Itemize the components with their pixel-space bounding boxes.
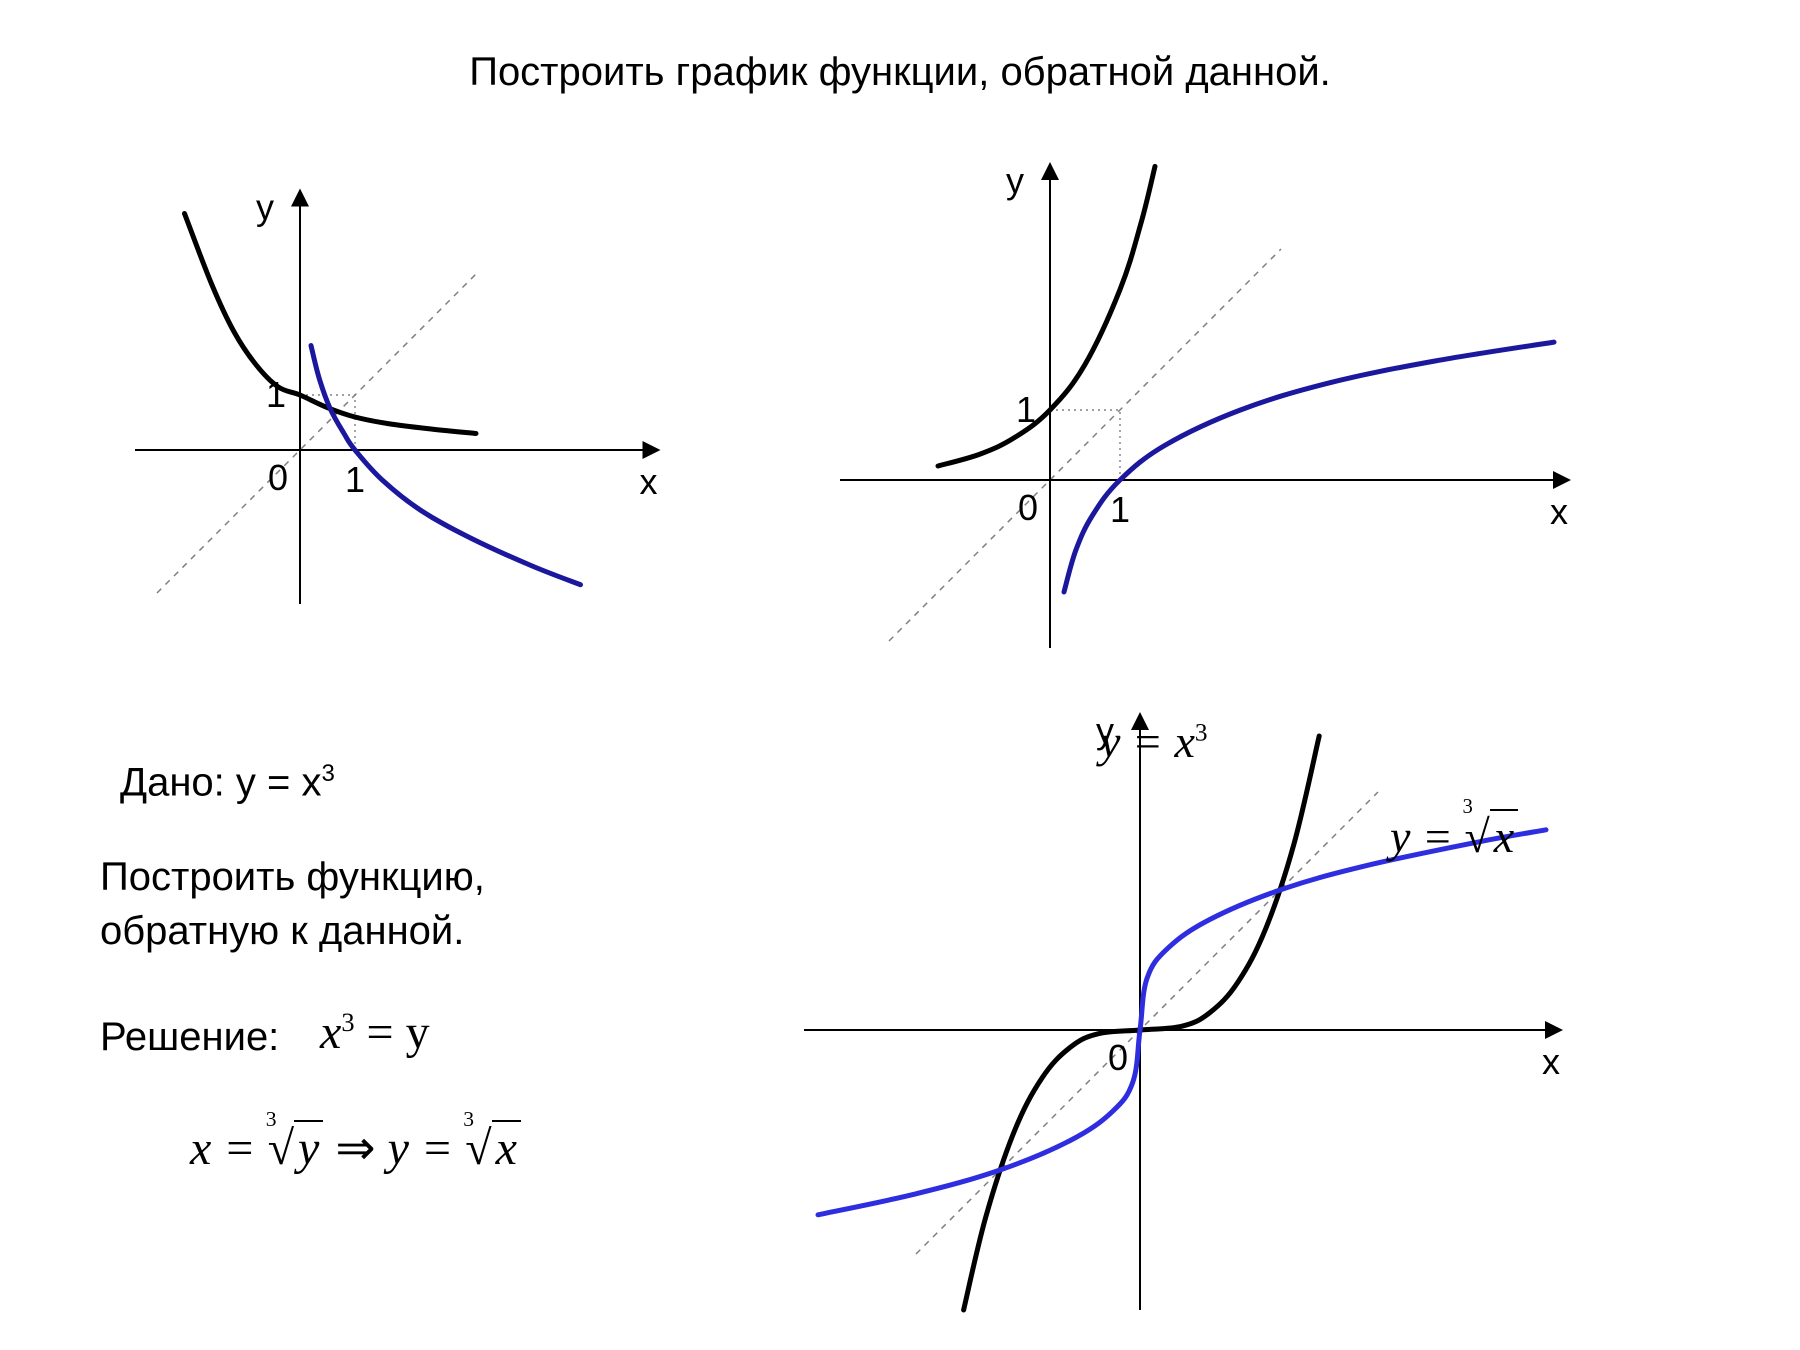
given-exp: 3 xyxy=(321,760,334,787)
task-line-1: Построить функцию, xyxy=(100,850,485,904)
svg-text:y: y xyxy=(256,187,274,228)
svg-text:0: 0 xyxy=(268,457,288,498)
page: Построить график функции, обратной данно… xyxy=(0,0,1800,1350)
svg-text:x: x xyxy=(640,461,658,502)
chart-top-right: xy011 xyxy=(780,150,1600,680)
label-y-eq-cuberoot-x: y = 3 √x xyxy=(1390,810,1518,863)
svg-text:1: 1 xyxy=(345,459,365,500)
equation-1: x3 = y xyxy=(320,1005,430,1060)
task-line-2: обратную к данной. xyxy=(100,904,485,958)
equation-2: x = 3 √y ⇒ y = 3 √x xyxy=(190,1120,521,1176)
chart-top-left: xy011 xyxy=(80,150,720,630)
label-y-eq-x3: y = x3 xyxy=(1100,715,1208,768)
svg-text:y: y xyxy=(1006,160,1024,201)
solution-label: Решение: xyxy=(100,1015,279,1060)
svg-text:0: 0 xyxy=(1018,487,1038,528)
cuberoot-2: 3 √x xyxy=(465,1121,521,1176)
svg-text:1: 1 xyxy=(1110,489,1130,530)
svg-text:x: x xyxy=(1550,491,1568,532)
given-label: Дано: y = x xyxy=(120,760,321,804)
chart-bottom-right: xy0 xyxy=(770,700,1590,1320)
svg-text:x: x xyxy=(1542,1041,1560,1082)
svg-text:0: 0 xyxy=(1108,1037,1128,1078)
task-text: Построить функцию, обратную к данной. xyxy=(100,850,485,958)
cuberoot-1: 3 √y xyxy=(268,1121,324,1176)
page-title: Построить график функции, обратной данно… xyxy=(0,50,1800,95)
given-text: Дано: y = x3 xyxy=(120,760,335,805)
